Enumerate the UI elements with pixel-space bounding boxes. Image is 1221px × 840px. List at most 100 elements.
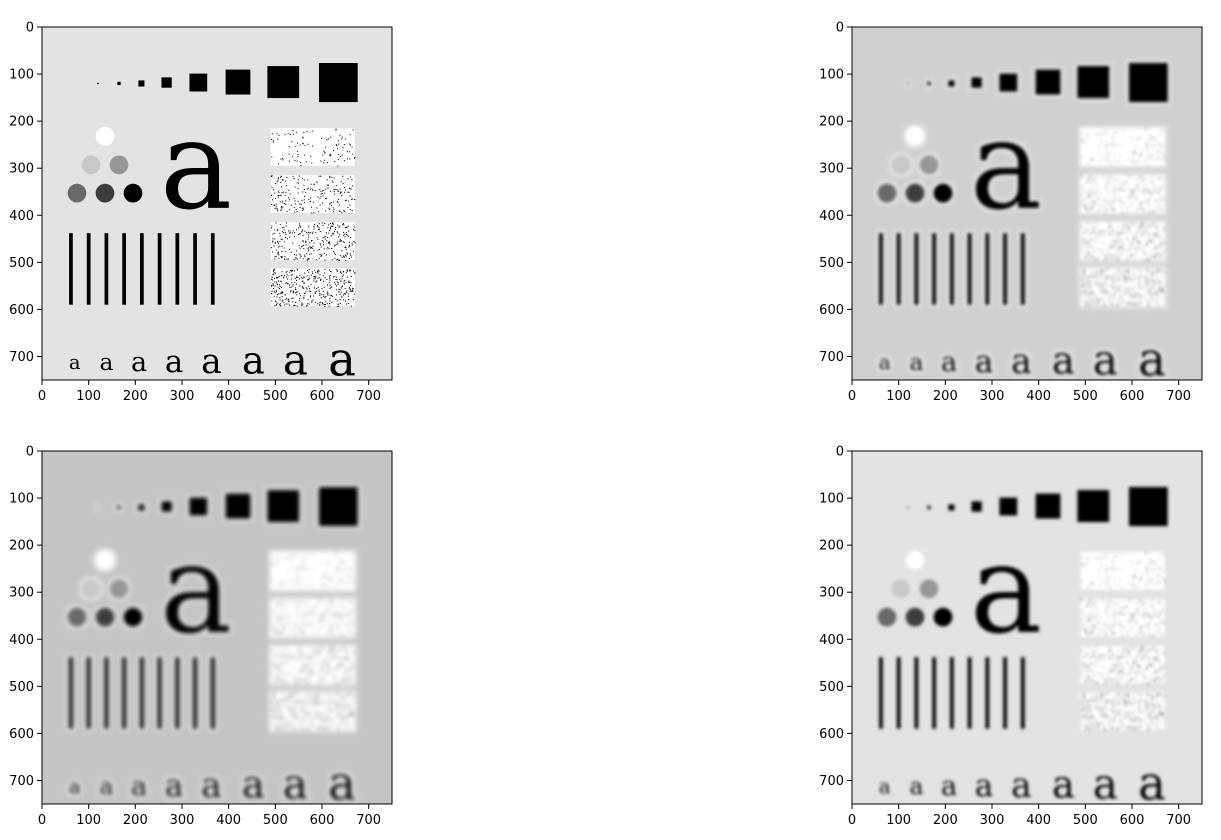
pattern-bar [914,233,919,305]
y-tick-label: 100 [9,492,34,507]
small-letter-a: a [283,759,308,808]
noise-dots [271,552,356,591]
small-letter-a: a [879,351,891,374]
pattern-circle [81,579,101,599]
pattern-circle [905,183,925,203]
pattern-circle [109,579,129,599]
pattern-circle [905,126,925,146]
panel-frame [851,26,1203,381]
pattern-bar [985,233,990,305]
pattern-square [948,504,955,511]
small-letter-a: a [283,759,308,808]
x-tick-label: 600 [310,813,335,828]
x-tick-label: 0 [38,389,46,404]
small-letter-a: a [1011,766,1032,806]
x-tick-label: 300 [980,813,1005,828]
pattern-square [161,77,172,88]
pattern-bar [879,233,883,305]
pattern-square [971,501,982,512]
pattern-square [1035,69,1061,95]
small-letter-a: a [1138,333,1166,387]
y-tick-label: 300 [9,586,34,601]
big-letter-a: a [160,519,232,662]
small-letter-a: a [975,344,993,380]
x-tick-label: 400 [216,813,241,828]
panel-frame [41,450,393,805]
small-letter-a: a [1011,342,1032,382]
pattern-circle [67,183,87,203]
small-letter-a: a [1093,759,1118,808]
y-tick-label: 600 [819,727,844,742]
pattern-circle [905,607,925,627]
y-tick-label: 200 [9,539,34,554]
big-letter-a: a [160,95,232,238]
x-tick-label: 0 [848,813,856,828]
small-letter-a: a [328,757,356,811]
small-letter-a: a [69,775,81,798]
small-letter-a: a [1052,338,1075,383]
big-letter-a: a [970,95,1042,238]
x-tick-label: 700 [356,813,381,828]
small-letter-a: a [201,766,222,806]
x-tick-label: 200 [933,389,958,404]
pattern-bar [967,233,972,305]
pattern-bar [157,233,162,305]
pattern-circle [919,155,939,175]
pattern-bar [1020,233,1025,305]
pattern-circle [891,579,911,599]
x-tick-label: 200 [123,389,148,404]
x-tick-label: 100 [76,813,101,828]
pattern-square [267,490,300,523]
noise-box [1080,222,1165,260]
small-letter-a: a [242,762,265,807]
noise-box [270,646,355,684]
pattern-bar [932,657,936,729]
pattern-square [999,497,1018,516]
small-letter-a: a [99,348,113,376]
small-letter-a: a [99,772,113,800]
y-tick-label: 400 [9,633,34,648]
pattern-square [189,497,208,516]
pattern-square [117,81,121,86]
pattern-bar [104,657,109,729]
pattern-bar [86,657,91,729]
pattern-square [1077,66,1110,99]
pattern-bar [140,657,144,729]
small-letter-a: a [131,771,147,802]
small-letter-a: a [165,768,183,804]
small-letter-a: a [283,335,308,384]
small-letter-a: a [131,347,147,378]
small-letter-a: a [941,347,957,378]
big-letter-a: a [970,519,1042,662]
pattern-square [1128,63,1168,103]
x-tick-label: 400 [1026,813,1051,828]
small-letter-a: a [242,762,265,807]
panel-p3: aa a a a a a a aaa a a a a a a a 0 100 200 300 400 500 600 700… [9,445,393,828]
x-tick-label: 100 [886,813,911,828]
small-letter-a: a [1011,342,1032,382]
pattern-circle [877,183,897,203]
noise-dots [270,175,356,214]
x-tick-label: 600 [1120,389,1145,404]
pattern-square [318,487,358,527]
pattern-circle [123,183,143,203]
panel-p1: aa a a a a a a a0 100 200 300 400 500 600 700010020030… [9,21,393,404]
pattern-square [1035,493,1061,519]
pattern-bar [193,233,197,305]
y-tick-label: 100 [9,68,34,83]
x-tick-label: 700 [356,389,381,404]
y-tick-label: 300 [819,586,844,601]
pattern-square [907,82,909,85]
small-letter-a: a [1052,338,1075,383]
x-tick-label: 0 [848,389,856,404]
pattern-circle [905,550,925,570]
small-letter-a: a [941,771,957,802]
panel-image: aa a a a a a a a [852,451,1202,808]
y-tick-label: 200 [9,115,34,130]
pattern-square [117,505,121,510]
y-tick-label: 400 [9,209,34,224]
y-tick-label: 0 [26,21,34,36]
x-tick-label: 600 [310,389,335,404]
pattern-circle [919,579,939,599]
